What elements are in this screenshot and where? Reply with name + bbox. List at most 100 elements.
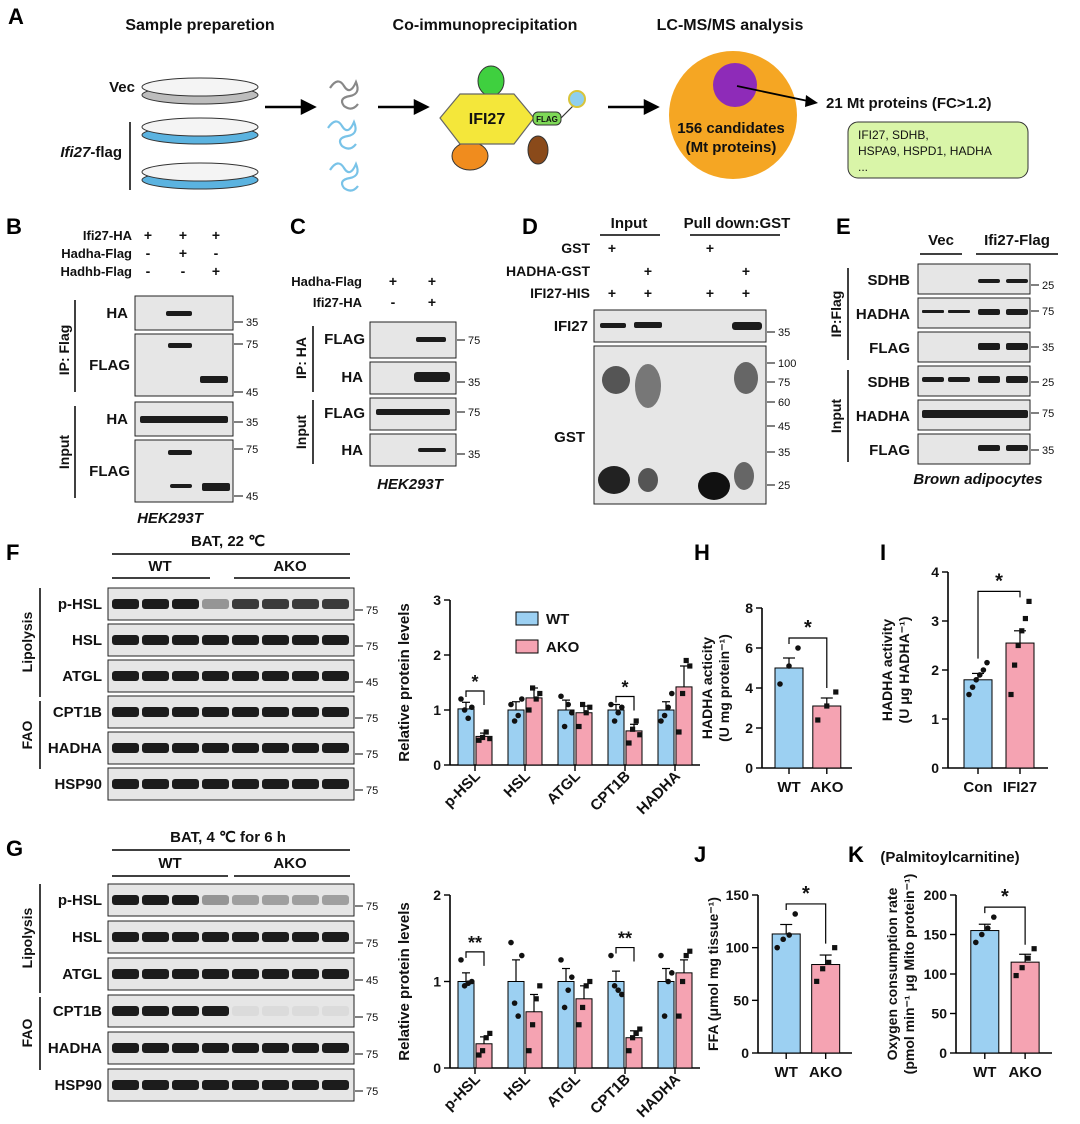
blot-band [232, 635, 259, 645]
y-tick-label: 8 [745, 600, 753, 616]
data-point [676, 729, 682, 735]
data-point [815, 717, 821, 723]
blot-band [262, 1043, 289, 1053]
data-point [832, 945, 838, 951]
blot-band [142, 743, 169, 753]
mw-marker: 75 [366, 749, 378, 761]
blot-label: FLAG [324, 331, 365, 348]
blot-band [142, 671, 169, 681]
cond-ifi27-ha: Ifi27-HA [313, 295, 363, 310]
blot-band [322, 969, 349, 979]
blot-band [292, 707, 319, 717]
data-point [469, 704, 475, 711]
blot-band [172, 779, 199, 789]
y-tick-label: 150 [924, 927, 948, 943]
mark: + [179, 245, 187, 261]
y-tick-label: 150 [726, 887, 750, 903]
data-point [633, 1030, 639, 1036]
panel-f-blots: F BAT, 22 ℃ WT AKO p-HSL 75 HSL 75 ATGL 45 CPT… [6, 533, 378, 801]
mw-marker: 75 [366, 605, 378, 617]
data-point [1019, 628, 1025, 634]
panel-letter-h: H [694, 540, 710, 565]
mw-marker: 35 [1042, 445, 1054, 457]
y-axis-label: FFA (μmol mg tissue⁻¹) [705, 897, 721, 1051]
y-tick-label: 100 [924, 966, 948, 982]
mark: + [144, 227, 152, 243]
data-point [774, 944, 780, 951]
mw-marker: 75 [366, 901, 378, 913]
mw-marker: 35 [778, 447, 790, 459]
blot-band [142, 1080, 169, 1090]
data-point [1019, 965, 1025, 971]
data-point [1012, 662, 1018, 668]
significance-star: * [1001, 886, 1009, 908]
data-point [537, 983, 543, 989]
mark: + [608, 285, 616, 301]
blot-band [292, 599, 319, 609]
data-point [1015, 642, 1021, 649]
mw-marker: 25 [778, 480, 790, 492]
blot-band [202, 1043, 229, 1053]
mw-marker: 35 [246, 317, 258, 329]
y-tick-label: 3 [433, 592, 441, 608]
blot-band [322, 1080, 349, 1090]
mark: - [146, 263, 151, 279]
blot-label: CPT1B [53, 1003, 102, 1020]
x-tick-label: AKO [809, 1064, 843, 1081]
data-point [565, 987, 571, 993]
petri-dish-ifi27-1 [141, 117, 259, 145]
data-point [687, 663, 693, 669]
blot-band [292, 1080, 319, 1090]
x-tick-label: WT [973, 1064, 996, 1081]
cond-ifi27-his: IFI27-HIS [530, 285, 590, 301]
blot-band [292, 969, 319, 979]
data-point [826, 959, 832, 966]
group-ako: AKO [273, 855, 307, 872]
label-ifi27-italic: Ifi27 [60, 144, 91, 161]
data-point [1031, 946, 1037, 952]
data-point [665, 978, 671, 985]
blot-band [142, 599, 169, 609]
mw-marker: 60 [778, 397, 790, 409]
petri-dish-ifi27-2 [141, 162, 259, 190]
y-tick-label: 0 [939, 1045, 947, 1061]
blot-band [232, 671, 259, 681]
data-point [777, 681, 783, 687]
y-tick-label: 0 [745, 760, 753, 776]
legend-swatch-ako [515, 639, 539, 654]
blot-band [172, 969, 199, 979]
blot-band [172, 932, 199, 942]
blot-band [202, 599, 229, 609]
x-tick-label: p-HSL [441, 768, 484, 811]
blot-label: IFI27 [554, 318, 588, 335]
header-ifi27-flag: Ifi27-Flag [984, 232, 1050, 249]
data-point [658, 952, 664, 959]
blot-band [202, 1006, 229, 1016]
legend-label-ako: AKO [546, 639, 580, 656]
data-point [576, 723, 582, 730]
x-tick-label: HADHA [634, 1071, 684, 1121]
data-point [669, 970, 675, 976]
x-tick-label: p-HSL [441, 1071, 484, 1114]
panel-d: D Input Pull down:GST GST HADHA-GST IFI2… [506, 214, 796, 505]
y-tick-label: 1 [433, 974, 441, 990]
bar-WT-CPT1B [607, 709, 625, 766]
blot-label: HA [106, 305, 128, 322]
mw-marker: 75 [366, 713, 378, 725]
y-tick-label: 2 [433, 887, 441, 903]
label-flag-suffix: -flag [90, 144, 122, 161]
data-point [1008, 691, 1014, 698]
cond-hadha-flag: Hadha-Flag [291, 274, 362, 289]
mw-marker: 25 [1042, 377, 1054, 389]
ifi27-label: IFI27 [469, 111, 506, 128]
blot-band [202, 779, 229, 789]
bar-WT-HADHA [657, 981, 675, 1069]
mw-marker: 75 [366, 785, 378, 797]
cond-hadhb-flag: Hadhb-Flag [61, 264, 133, 279]
label-vec: Vec [109, 79, 135, 96]
blot-label: HADHA [48, 1040, 102, 1057]
mw-marker: 75 [468, 407, 480, 419]
blot-band [292, 932, 319, 942]
data-point [515, 1013, 521, 1019]
data-point [508, 701, 514, 708]
